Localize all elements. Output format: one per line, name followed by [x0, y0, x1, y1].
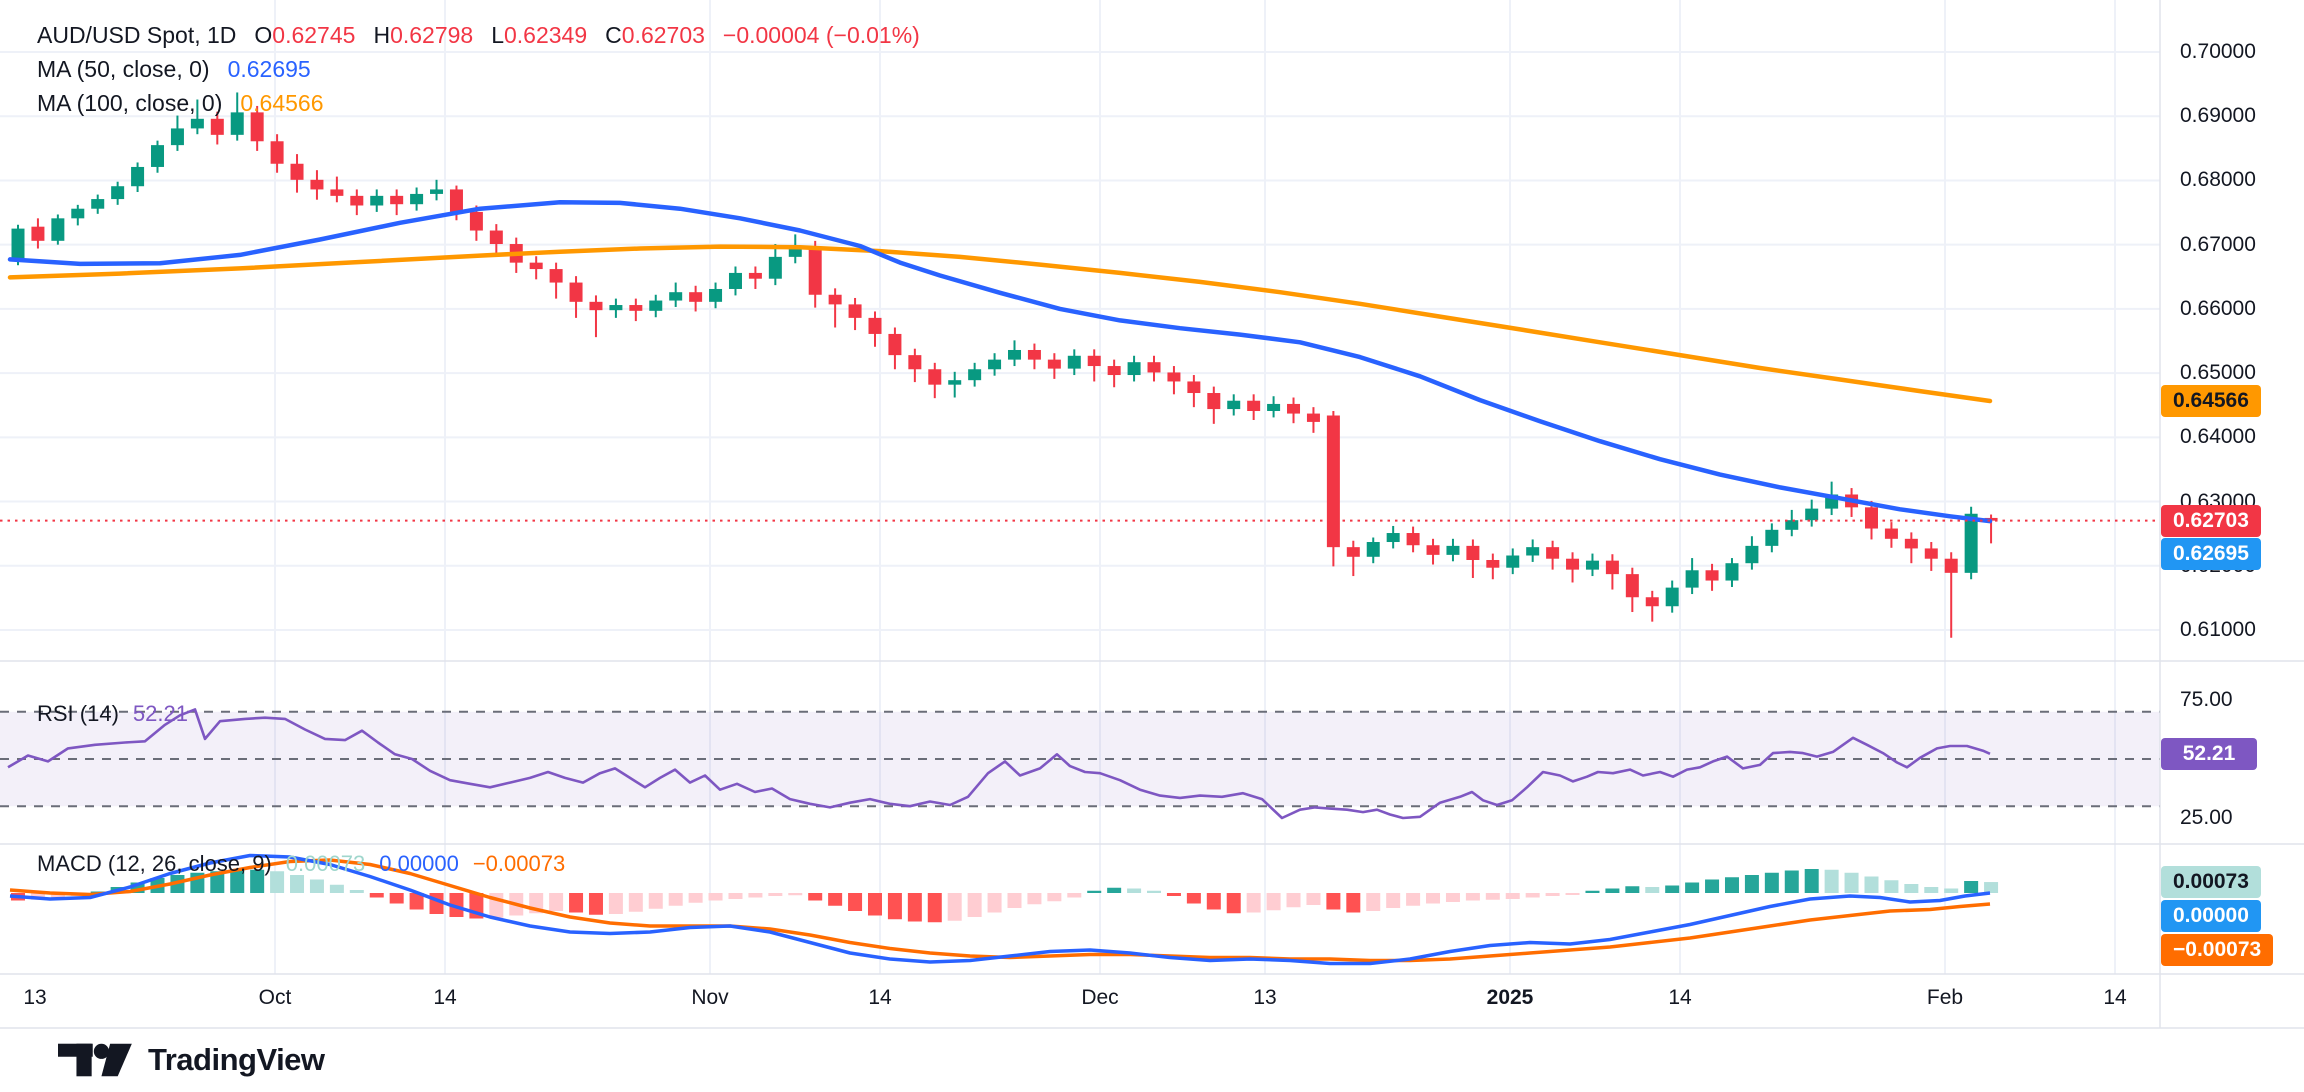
ma100-price-badge: 0.64566 [2161, 384, 2261, 417]
ma100-value: 0.64566 [240, 90, 324, 116]
grid-lines [0, 0, 2160, 974]
macd-hist-value: 0.00073 [285, 851, 366, 876]
ma50-legend-row[interactable]: MA (50, close, 0) 0.62695 [37, 52, 920, 86]
pane-separators [0, 0, 2304, 1029]
candles-series[interactable] [11, 92, 1998, 638]
macd-line-value: 0.00000 [379, 851, 459, 876]
ma100-legend-row[interactable]: MA (100, close, 0) 0.64566 [37, 86, 920, 120]
ma50-label: MA (50, close, 0) [37, 56, 210, 82]
ma50-line[interactable] [7, 200, 1993, 524]
time-axis-label: 14 [433, 986, 457, 1009]
change-value: −0.00004 (−0.01%) [722, 22, 920, 48]
time-axis[interactable]: 13 Oct 14 Nov 14 Dec 13 2025 14 Feb 14 [0, 986, 2304, 1028]
time-axis-label: Oct [258, 986, 292, 1009]
time-axis-label: 13 [1253, 986, 1277, 1009]
ma50-price-badge: 0.62695 [2161, 537, 2261, 570]
symbol-legend-row[interactable]: AUD/USD Spot, 1D O0.62745 H0.62798 L0.62… [37, 18, 920, 52]
time-axis-label: Dec [1081, 986, 1119, 1009]
macd-label: MACD (12, 26, close, 9) [37, 851, 272, 876]
time-axis-label: 14 [2103, 986, 2127, 1009]
ma100-line[interactable] [7, 244, 1993, 404]
time-axis-label: Feb [1926, 986, 1964, 1009]
rsi-axis-label: 75.00 [2180, 688, 2233, 711]
price-axis-label: 0.66000 [2180, 296, 2256, 320]
price-axis-label: 0.68000 [2180, 168, 2256, 192]
rsi-price-badge: 52.21 [2161, 737, 2257, 770]
macd-main-line[interactable] [9, 853, 1991, 966]
price-axis-label: 0.65000 [2180, 361, 2256, 385]
rsi-line[interactable] [7, 708, 1991, 820]
ohlc-low: L0.62349 [491, 22, 588, 48]
ma50-value: 0.62695 [227, 56, 311, 82]
time-axis-label: 13 [23, 986, 47, 1009]
symbol-title: AUD/USD Spot, 1D [37, 22, 237, 48]
price-axis-label: 0.67000 [2180, 232, 2256, 256]
rsi-axis-label: 25.00 [2180, 806, 2233, 829]
time-axis-label: 14 [1668, 986, 1692, 1009]
price-axis-label: 0.69000 [2180, 104, 2256, 128]
price-axis-label: 0.70000 [2180, 40, 2256, 63]
macd_signal-price-badge: −0.00073 [2161, 934, 2274, 967]
price-axis-label: 0.64000 [2180, 425, 2256, 449]
tradingview-logo-icon [58, 1043, 132, 1077]
macd_line-price-badge: 0.00000 [2161, 900, 2261, 933]
price-axis-label: 0.61000 [2180, 618, 2256, 641]
rsi-band [0, 710, 2160, 808]
last-price-badge: 0.62703 [2161, 504, 2261, 537]
ohlc-high: H0.62798 [373, 22, 474, 48]
time-axis-label: Nov [691, 986, 729, 1009]
rsi-label: RSI (14) [37, 701, 119, 726]
macd_hist-price-badge: 0.00073 [2161, 866, 2261, 899]
ma100-label: MA (100, close, 0) [37, 90, 223, 116]
time-axis-label: 14 [868, 986, 892, 1009]
brand-name: TradingView [148, 1042, 325, 1077]
ohlc-close: C0.62703 [605, 22, 705, 48]
time-axis-label: 2025 [1486, 986, 1534, 1009]
footer-branding[interactable]: TradingView [58, 1040, 325, 1080]
legend-panel: AUD/USD Spot, 1D O0.62745 H0.62798 L0.62… [37, 18, 920, 120]
macd-legend-row[interactable]: MACD (12, 26, close, 9) 0.00073 0.00000 … [37, 851, 565, 877]
macd-signal-value: −0.00073 [472, 851, 566, 876]
rsi-legend-row[interactable]: RSI (14) 52.21 [37, 701, 188, 727]
rsi-value: 52.21 [132, 701, 188, 726]
ohlc-open: O0.62745 [254, 22, 356, 48]
